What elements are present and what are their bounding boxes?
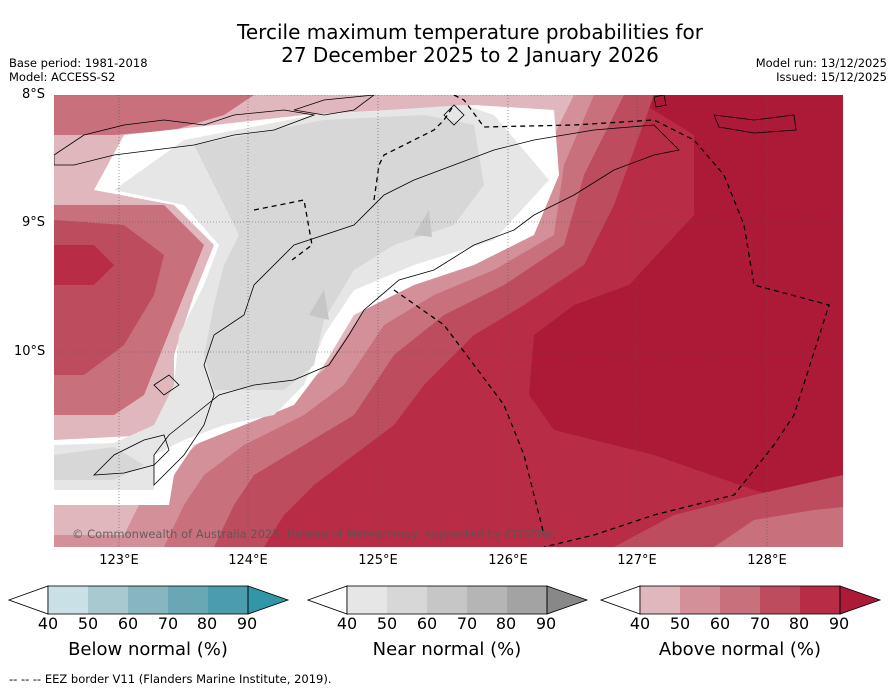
probability-map [54,95,843,547]
lon-label-123e: 123°E [99,553,139,568]
eez-oecusse [253,199,313,261]
near-normal-50-zone [194,115,484,390]
eez-footnote: -- -- -- EEZ border V11 (Flanders Marine… [9,672,332,686]
model-run-date: Model run: 13/12/2025 [755,56,887,70]
colorbar-segment [48,586,88,614]
savu-coast [153,374,180,396]
above-tick-50: 50 [669,614,691,633]
lat-label-10s: 10°S [14,344,46,359]
colorbar-segment [128,586,168,614]
near-normal-60-patch1 [309,290,329,320]
colorbar-segment [467,586,507,614]
gridlines [54,95,843,547]
below-tick-70: 70 [157,614,179,633]
near-tick-90: 90 [535,614,557,633]
below-tick-80: 80 [196,614,218,633]
map-title-line2: 27 December 2025 to 2 January 2026 [281,43,659,67]
lon-label-124e: 124°E [228,553,268,568]
near-tick-80: 80 [495,614,517,633]
colorbar-segment [640,586,680,614]
below-normal-colorbar [8,585,290,615]
colorbar-segment [208,586,248,614]
copyright-notice: © Commonwealth of Australia 2025, Bureau… [72,527,557,541]
lon-label-125e: 125°E [358,553,398,568]
colorbar-segment [800,586,840,614]
model-name: Model: ACCESS-S2 [9,70,116,84]
colorbar-segment [387,586,427,614]
below-normal-label: Below normal (%) [68,639,228,660]
issued-date: Issued: 15/12/2025 [776,70,887,84]
above-tick-90: 90 [828,614,850,633]
colorbar-extend-high [839,585,882,615]
above-tick-80: 80 [788,614,810,633]
colorbar-outline [47,585,249,615]
near-normal-label: Near normal (%) [372,639,522,660]
colorbar-extend-high [546,585,589,615]
model-info: Base period: 1981-2018 Model: ACCESS-S2 [9,56,148,84]
wetar-coast [293,95,375,116]
colorbar-extend-high [247,585,290,615]
lon-label-128e: 128°E [747,553,787,568]
above-90-zone [529,95,843,515]
near-normal-50-west [54,447,144,480]
colorbar-extend-low [8,585,49,615]
colorbar-segment [168,586,208,614]
base-period: Base period: 1981-2018 [9,56,148,70]
below-tick-90: 90 [236,614,258,633]
run-info: Model run: 13/12/2025 Issued: 15/12/2025 [756,56,887,84]
timor-coast [153,124,680,486]
near-normal-60-patch2 [414,210,432,237]
colorbar-segment [760,586,800,614]
above-tick-70: 70 [749,614,771,633]
atauro-coast [443,104,465,126]
colorbar-segment [720,586,760,614]
near-tick-40: 40 [336,614,358,633]
lat-label-8s: 8°S [22,87,46,102]
below-tick-50: 50 [77,614,99,633]
colorbar-extend-low [600,585,641,615]
map-title-line1: Tercile maximum temperature probabilitie… [237,20,703,44]
nw-above-60 [54,95,254,135]
eez-north [453,95,830,547]
eez-timor-south [393,289,545,536]
above-normal-colorbar [600,585,882,615]
above-tick-40: 40 [629,614,651,633]
above-tick-60: 60 [709,614,731,633]
lon-label-127e: 127°E [617,553,657,568]
near-tick-70: 70 [456,614,478,633]
above-60-zone-se [714,507,843,547]
leti-coast [713,114,797,134]
colorbar-segment [427,586,467,614]
colorbar-segment [680,586,720,614]
colorbar-outline [346,585,548,615]
colorbar-segment [88,586,128,614]
lat-label-9s: 9°S [22,215,46,230]
below-tick-40: 40 [37,614,59,633]
eez-border [253,95,830,547]
colorbar-outline [639,585,841,615]
above-normal-label: Above normal (%) [658,639,822,660]
lon-label-126e: 126°E [488,553,528,568]
colorbar-segment [507,586,547,614]
colorbar-segment [347,586,387,614]
near-tick-60: 60 [416,614,438,633]
colorbar-extend-low [307,585,348,615]
below-tick-60: 60 [117,614,139,633]
alor-coast [54,109,316,166]
near-tick-50: 50 [376,614,398,633]
kisar-coast [653,95,667,108]
near-normal-colorbar [307,585,589,615]
west-above-80 [54,245,114,285]
